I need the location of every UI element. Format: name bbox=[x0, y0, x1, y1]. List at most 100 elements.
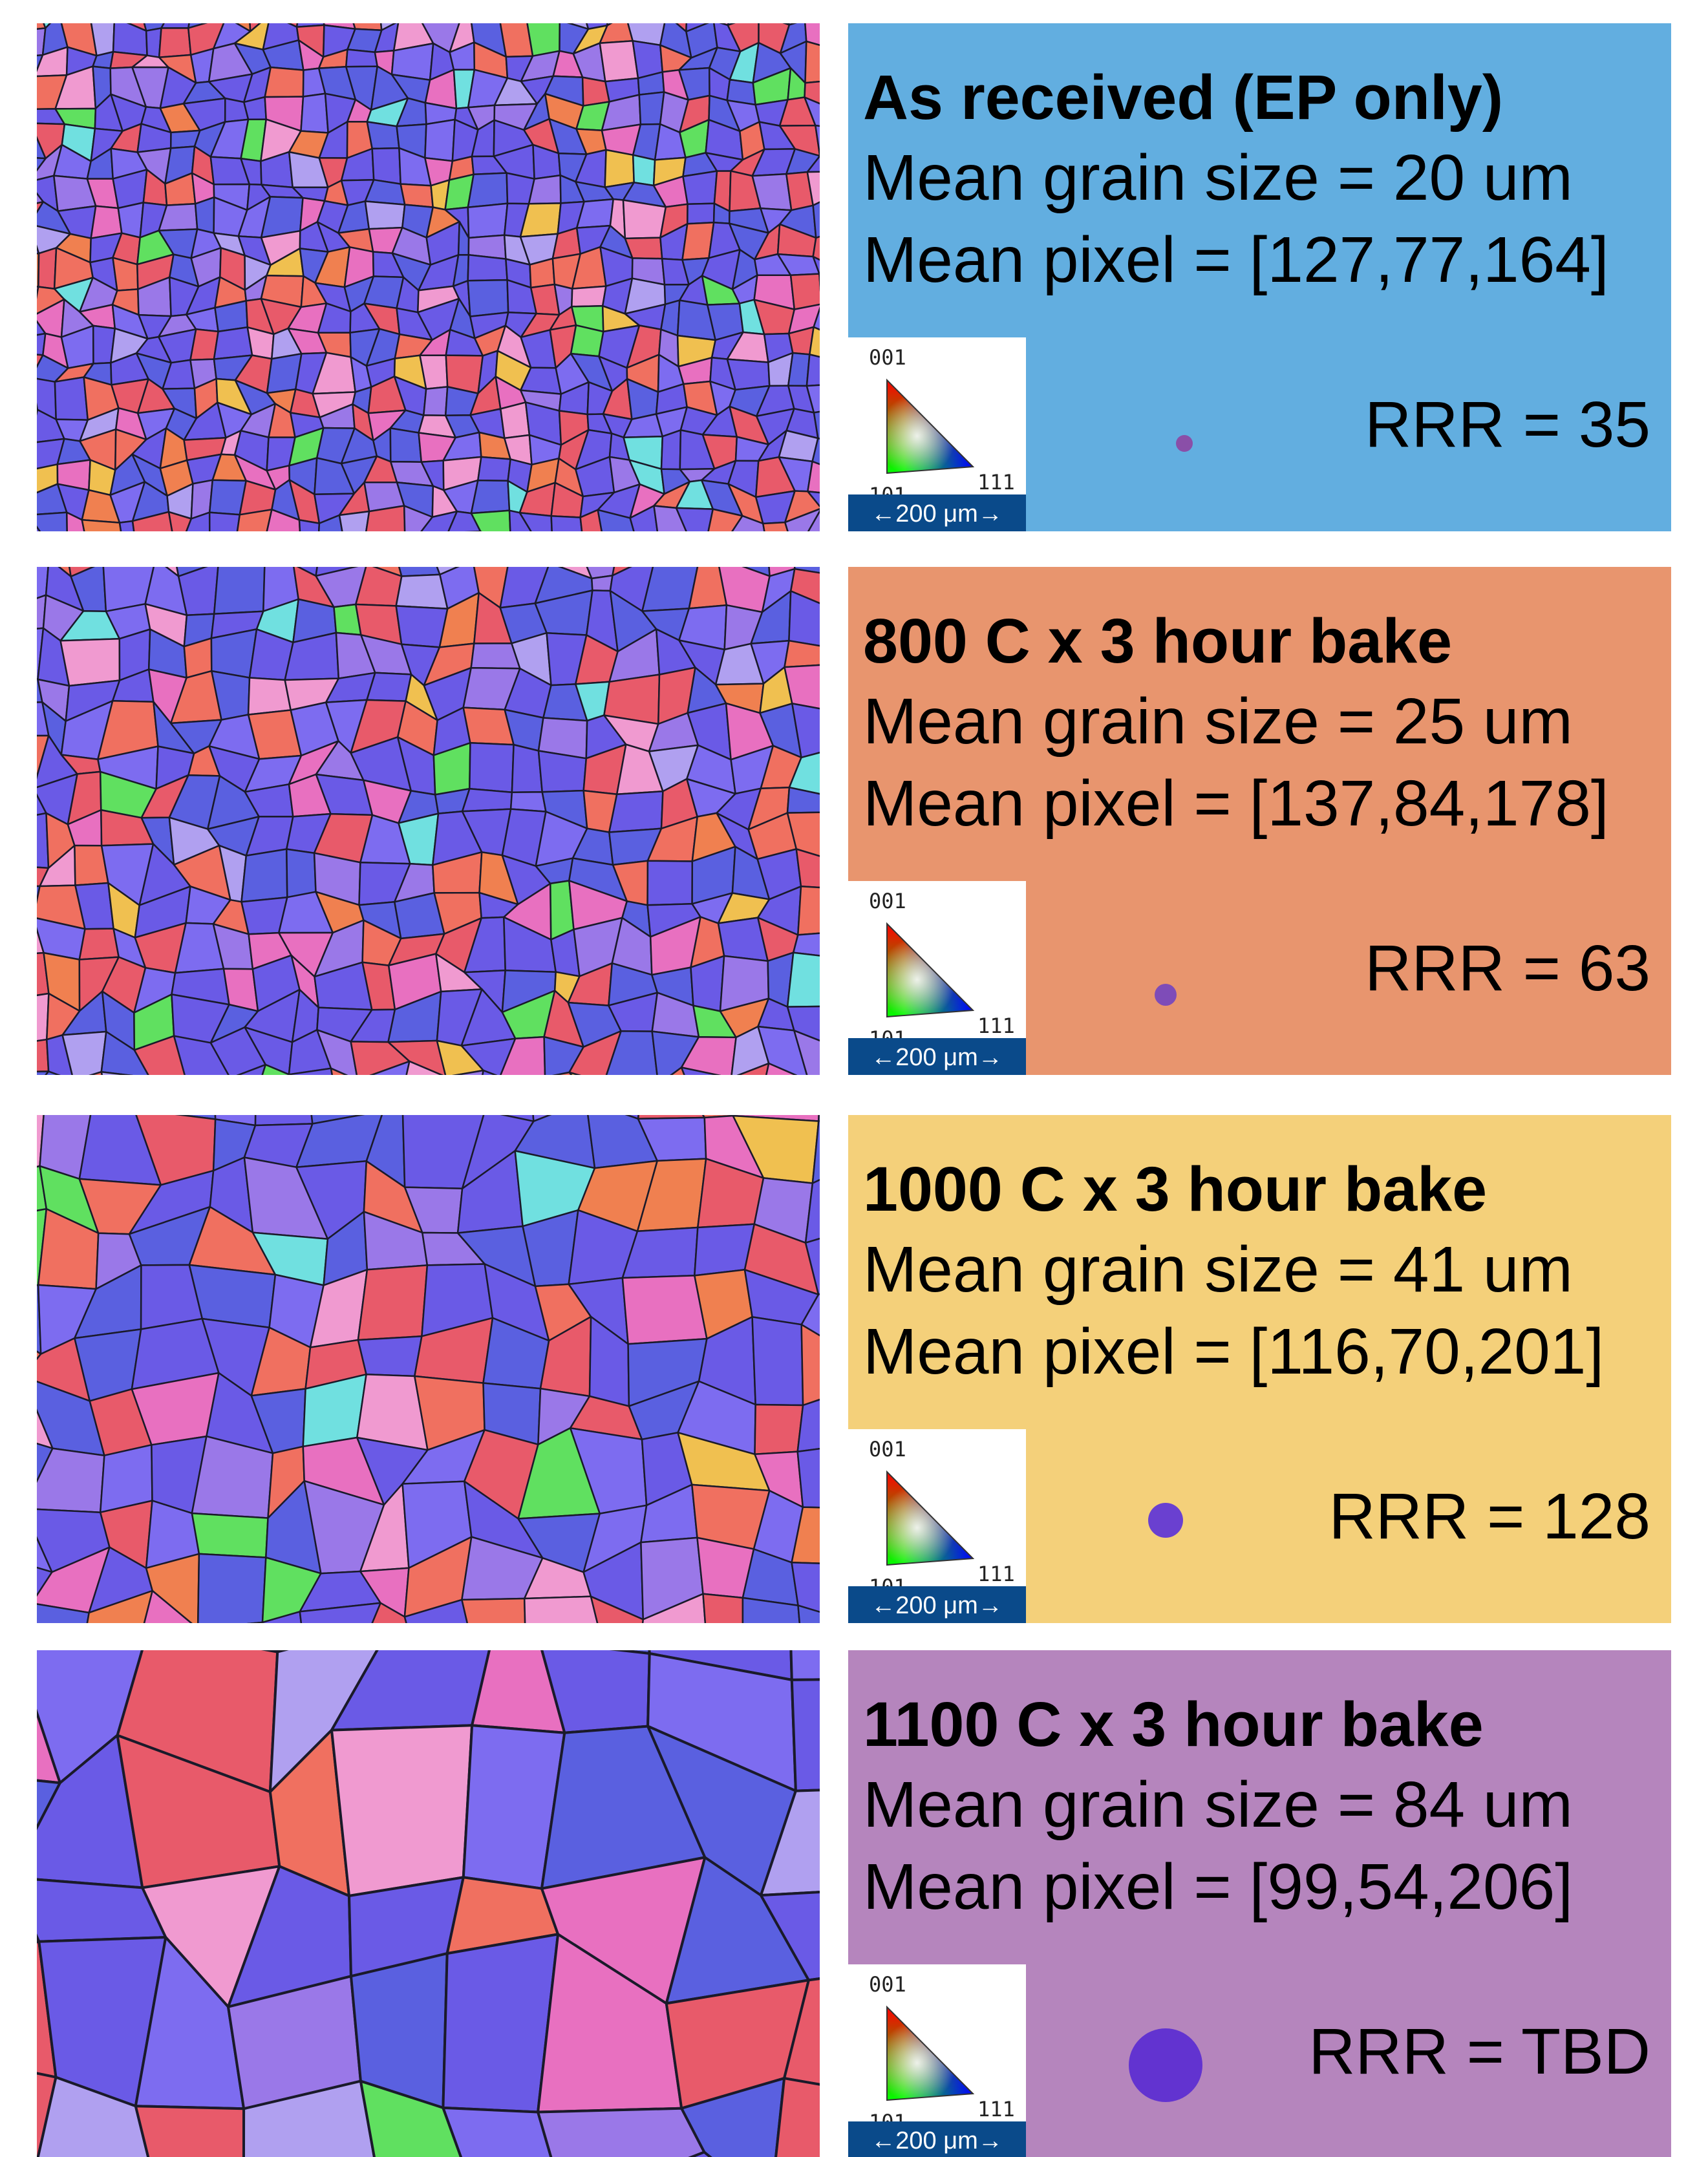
ipf-label: 111 bbox=[977, 470, 1015, 494]
grain bbox=[570, 1072, 621, 1110]
grain bbox=[807, 171, 838, 206]
grain-size: Mean grain size = 20 um bbox=[863, 142, 1573, 214]
grain bbox=[813, 197, 839, 239]
grain bbox=[478, 457, 510, 481]
grain bbox=[471, 480, 509, 513]
grain bbox=[358, 1336, 422, 1376]
micrograph bbox=[0, 1043, 879, 1681]
grain bbox=[0, 702, 48, 736]
grain bbox=[339, 511, 369, 544]
grain bbox=[526, 0, 562, 20]
grain bbox=[80, 929, 119, 960]
grain bbox=[390, 428, 422, 462]
grain bbox=[807, 384, 846, 413]
ipf-label: 111 bbox=[977, 1562, 1015, 1586]
grain bbox=[81, 3, 123, 17]
grain bbox=[209, 513, 240, 538]
grain bbox=[798, 886, 842, 935]
grain bbox=[113, 17, 147, 56]
mean-pixel: Mean pixel = [137,84,178] bbox=[863, 767, 1609, 840]
panel-title: 1000 C x 3 hour bake bbox=[863, 1154, 1487, 1224]
scale-bar: ←200 μm→ bbox=[871, 1044, 1003, 1071]
grain bbox=[623, 200, 666, 239]
mean-color-dot bbox=[1155, 984, 1177, 1006]
rrr: RRR = TBD bbox=[1308, 2015, 1650, 2088]
ipf-label: 001 bbox=[869, 1972, 906, 1997]
grain bbox=[16, 456, 30, 496]
grain bbox=[571, 1070, 643, 1118]
grain bbox=[500, 0, 530, 19]
grain bbox=[819, 274, 846, 314]
grain bbox=[281, 1068, 339, 1113]
grain bbox=[103, 528, 156, 562]
grain bbox=[753, 1317, 804, 1405]
grain bbox=[82, 520, 123, 546]
grain bbox=[0, 1108, 45, 1176]
grain bbox=[600, 41, 638, 81]
grain bbox=[806, 41, 841, 83]
grain bbox=[623, 1275, 707, 1344]
grain bbox=[530, 259, 555, 288]
grain bbox=[468, 255, 507, 281]
grain bbox=[367, 122, 400, 149]
grain bbox=[248, 678, 291, 715]
figure: As received (EP only) Mean grain size = 2… bbox=[0, 0, 1708, 2157]
grain bbox=[468, 280, 509, 317]
grain bbox=[462, 789, 512, 811]
grain bbox=[214, 327, 252, 359]
grain bbox=[0, 1285, 41, 1354]
grain bbox=[3, 334, 46, 355]
grain bbox=[609, 791, 663, 832]
grain bbox=[0, 1598, 32, 1659]
grain-size: Mean grain size = 41 um bbox=[863, 1233, 1573, 1306]
grain bbox=[8, 28, 45, 58]
grain bbox=[0, 665, 42, 703]
grain bbox=[0, 1855, 39, 1960]
grain bbox=[806, 1071, 831, 1116]
grain bbox=[526, 19, 559, 56]
grain bbox=[28, 513, 67, 535]
grain bbox=[101, 1072, 150, 1120]
grain bbox=[605, 150, 634, 187]
micrograph bbox=[2, 0, 847, 546]
grain bbox=[5, 515, 42, 540]
grain bbox=[512, 745, 542, 792]
grain bbox=[0, 1039, 48, 1072]
grain bbox=[346, 50, 377, 67]
grain bbox=[638, 1072, 705, 1119]
grain bbox=[299, 520, 319, 540]
grain bbox=[754, 0, 789, 25]
grain bbox=[59, 0, 90, 17]
grain bbox=[468, 173, 507, 207]
mean-color-dot bbox=[1129, 2028, 1202, 2102]
grain bbox=[159, 28, 191, 57]
grain bbox=[198, 1554, 266, 1629]
grain bbox=[396, 606, 448, 647]
grain bbox=[448, 0, 471, 23]
grain bbox=[331, 1068, 374, 1113]
grain-size: Mean grain size = 84 um bbox=[863, 1769, 1573, 1841]
grain bbox=[395, 0, 427, 21]
grain bbox=[401, 184, 433, 207]
grain bbox=[2, 76, 34, 109]
grain bbox=[728, 0, 759, 25]
grain bbox=[661, 430, 681, 469]
grain bbox=[10, 105, 30, 134]
page: {"panels": [ {"title": "As received (EP … bbox=[0, 0, 1708, 2157]
grain bbox=[365, 506, 405, 538]
grain bbox=[0, 993, 48, 1048]
grain bbox=[785, 641, 844, 667]
grain bbox=[0, 537, 49, 558]
grain bbox=[0, 886, 40, 928]
grain bbox=[0, 628, 43, 679]
grain bbox=[468, 204, 507, 238]
panel-title: As received (EP only) bbox=[863, 62, 1503, 133]
grain bbox=[689, 557, 727, 608]
grain bbox=[38, 248, 56, 288]
grain bbox=[242, 849, 288, 902]
grain bbox=[539, 751, 586, 792]
grain bbox=[372, 148, 401, 184]
grain bbox=[423, 387, 447, 415]
grain bbox=[24, 1449, 105, 1513]
panel-title: 800 C x 3 hour bake bbox=[863, 606, 1452, 676]
